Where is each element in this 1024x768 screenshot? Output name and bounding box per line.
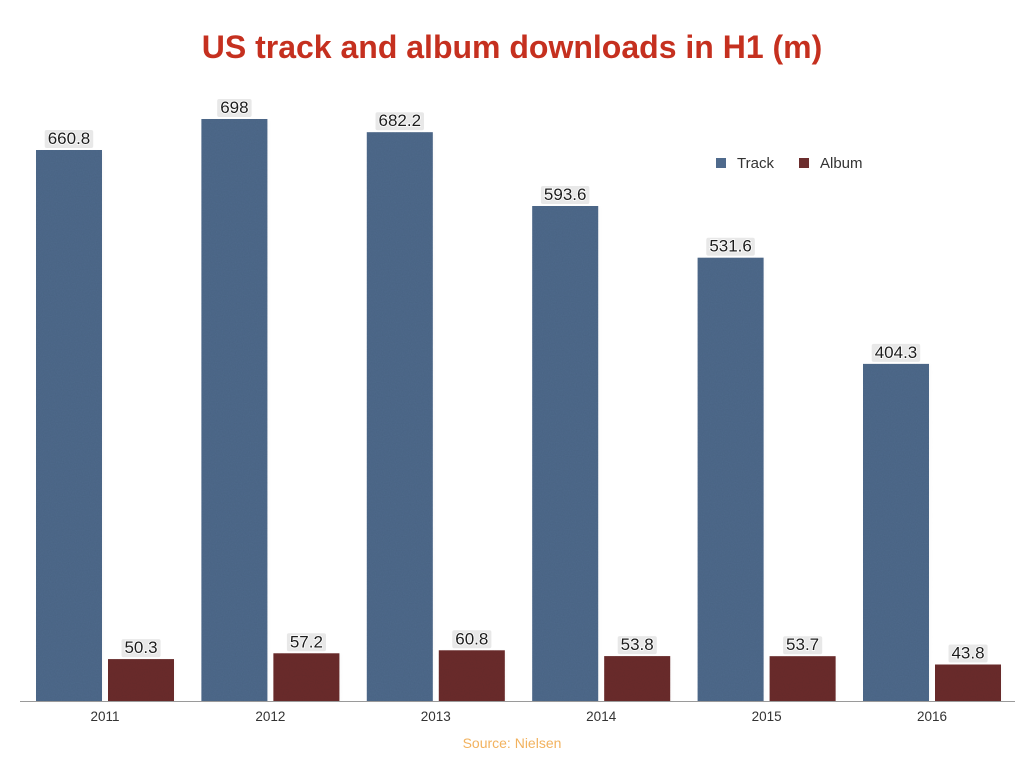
data-label-background	[217, 99, 252, 117]
data-label-album-2012: 57.2	[290, 632, 323, 651]
data-label-track-2013: 682.2	[379, 111, 422, 130]
data-label-track-2014: 593.6	[544, 185, 587, 204]
data-label-background	[948, 644, 988, 663]
data-label-background	[706, 237, 755, 256]
data-label-background	[375, 112, 424, 131]
bar-track-2014	[532, 206, 599, 701]
bar-album-2011	[108, 659, 174, 701]
bar-album-2016	[935, 664, 1001, 701]
bar-album-2015	[769, 656, 836, 701]
x-tick-label-2011: 2011	[90, 709, 119, 724]
data-label-background	[286, 633, 326, 652]
legend-item-track: Track	[716, 155, 774, 172]
bar-album-2013	[438, 650, 505, 701]
data-label-track-2012: 698	[220, 98, 248, 117]
x-tick-label-2016: 2016	[917, 709, 947, 724]
chart-title: US track and album downloads in H1 (m)	[202, 29, 823, 65]
source-note: Source: Nielsen	[463, 735, 562, 751]
data-label-track-2011: 660.8	[48, 129, 91, 148]
data-label-background	[783, 636, 823, 655]
legend-label-track: Track	[737, 155, 774, 172]
legend-swatch-track	[716, 158, 726, 168]
legend-label-album: Album	[820, 155, 863, 172]
data-label-album-2016: 43.8	[951, 644, 984, 663]
data-label-track-2015: 531.6	[709, 237, 752, 256]
x-axis-tick-labels: 2011 2012 2013 2014 2015 2016	[90, 709, 947, 724]
data-label-background	[540, 186, 590, 204]
data-label-album-2015: 53.7	[786, 635, 819, 654]
data-label-album-2014: 53.8	[621, 635, 654, 654]
data-label-background	[871, 343, 921, 362]
bar-track-2011	[36, 150, 102, 701]
data-labels: 660.8 50.3 698 57.2 682.2 60.8 593.6 53.8 531.6 5…	[44, 97, 988, 663]
bar-album-2012	[273, 653, 340, 701]
bar-track-2015	[697, 257, 764, 701]
bar-track-2016	[863, 363, 929, 701]
data-label-album-2011: 50.3	[124, 638, 157, 657]
data-label-background	[617, 636, 657, 655]
data-label-background	[121, 639, 161, 658]
bar-album-2014	[604, 656, 671, 701]
data-label-background	[44, 130, 94, 148]
data-label-album-2013: 60.8	[455, 629, 488, 648]
x-tick-label-2015: 2015	[752, 709, 782, 724]
data-label-background	[452, 630, 492, 649]
bar-track-2012	[201, 119, 268, 701]
x-tick-label-2012: 2012	[255, 709, 285, 724]
bars	[36, 119, 1001, 701]
legend-swatch-album	[799, 158, 809, 168]
legend: Track Album	[716, 155, 863, 172]
legend-item-album: Album	[799, 155, 863, 172]
x-tick-label-2014: 2014	[586, 709, 617, 724]
data-label-track-2016: 404.3	[875, 343, 918, 362]
x-tick-label-2013: 2013	[421, 709, 451, 724]
bar-track-2013	[366, 132, 433, 701]
